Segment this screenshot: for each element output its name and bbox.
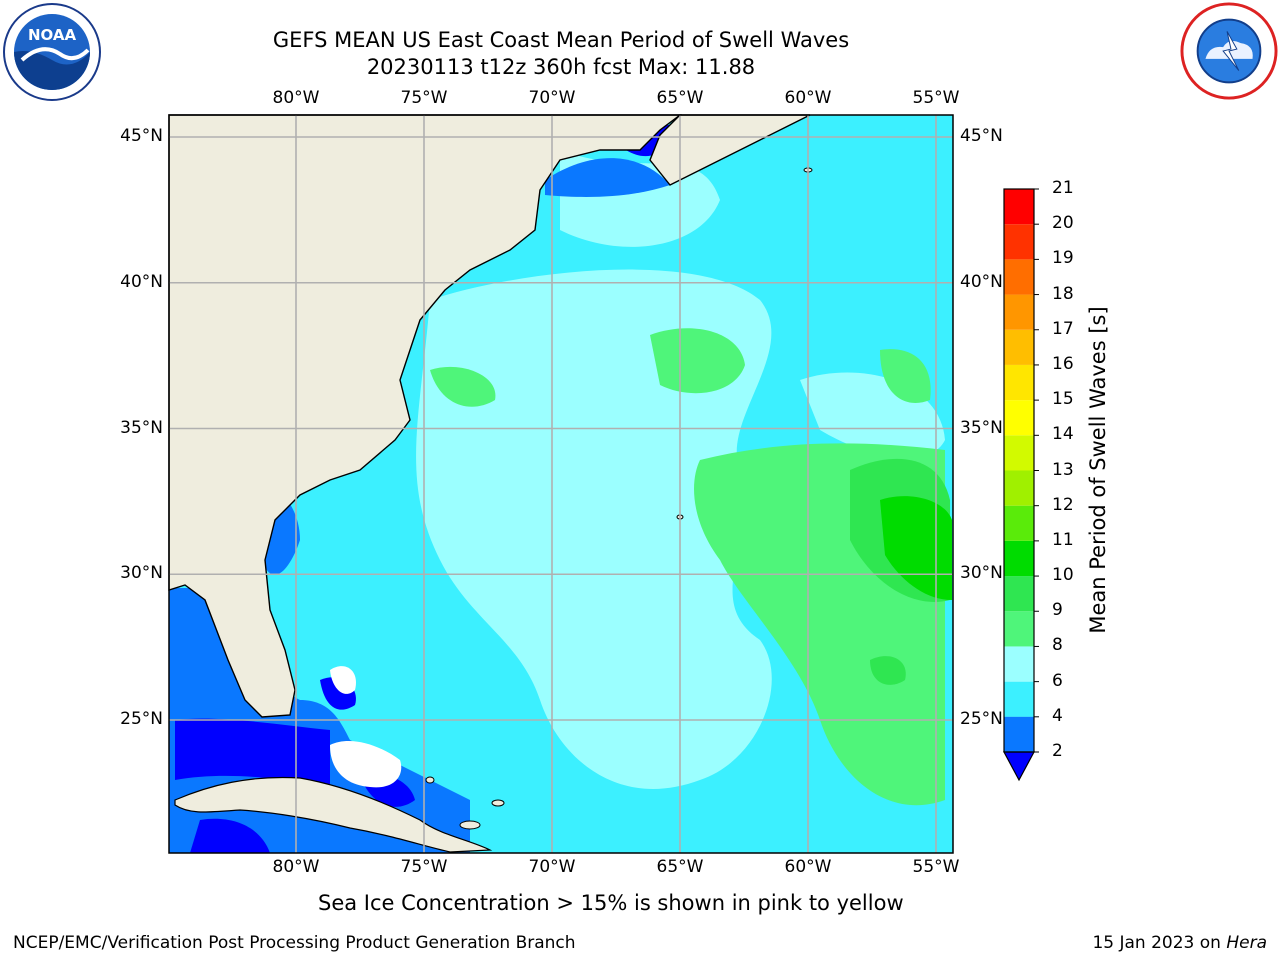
lat-tick-right-2: 35°N — [960, 417, 1003, 438]
lat-tick-left-0: 45°N — [120, 126, 163, 146]
no-data-area — [330, 740, 402, 788]
colorbar-swatch-3 — [1004, 611, 1034, 647]
colorbar-swatch-12 — [1004, 294, 1034, 330]
lon-tick-bottom-2: 70°W — [528, 857, 576, 877]
colorbar-tick-12: 17 — [1052, 318, 1074, 339]
lat-tick-left-2: 35°N — [120, 417, 163, 438]
colorbar-swatch-6 — [1004, 505, 1034, 541]
colorbar-tick-10: 15 — [1052, 389, 1074, 410]
lon-tick-top-1: 75°W — [400, 88, 448, 108]
colorbar-label: Mean Period of Swell Waves [s] — [1086, 306, 1110, 634]
colorbar-swatch-4 — [1004, 576, 1034, 612]
swell-region-9 — [870, 656, 906, 685]
lat-tick-right-3: 30°N — [960, 563, 1003, 584]
colorbar-tick-15: 20 — [1052, 213, 1074, 234]
colorbar-swatch-5 — [1004, 540, 1034, 577]
swell-region-10 — [545, 158, 670, 197]
colorbar-swatch-2 — [1004, 646, 1034, 682]
lon-tick-bottom-4: 60°W — [784, 857, 832, 877]
lat-tick-right-4: 25°N — [960, 709, 1003, 729]
colorbar-tick-7: 12 — [1052, 494, 1074, 515]
colorbar-swatch-7 — [1004, 470, 1034, 506]
lon-tick-bottom-0: 80°W — [272, 857, 320, 877]
cuba-land — [174, 776, 493, 853]
colorbar-tick-8: 13 — [1052, 459, 1074, 480]
colorbar-swatch-13 — [1004, 259, 1034, 295]
island-1 — [491, 799, 505, 807]
nws-logo — [1180, 2, 1278, 100]
colorbar-tick-3: 8 — [1052, 635, 1063, 656]
lat-tick-left-3: 30°N — [120, 563, 163, 584]
credit-text: NCEP/EMC/Verification Post Processing Pr… — [13, 933, 576, 953]
colorbar-swatch-8 — [1004, 435, 1034, 471]
lon-tick-top-2: 70°W — [528, 88, 576, 108]
map-subtitle: 20230113 t12z 360h fcst Max: 11.88 — [366, 55, 756, 79]
swell-region-6 — [880, 349, 931, 403]
map-title: GEFS MEAN US East Coast Mean Period of S… — [272, 28, 850, 52]
lon-tick-bottom-1: 75°W — [400, 857, 448, 877]
lon-tick-top-5: 55°W — [912, 88, 960, 108]
island-0 — [459, 820, 481, 830]
date-stamp: 15 Jan 2023 on Hera — [1092, 933, 1267, 953]
colorbar-swatch-11 — [1004, 329, 1034, 365]
swell-region-14 — [175, 718, 330, 790]
colorbar-tick-2: 6 — [1052, 670, 1063, 691]
colorbar-swatch-10 — [1004, 364, 1034, 401]
colorbar-swatch-9 — [1004, 400, 1034, 436]
noaa-text: NOAA — [28, 26, 77, 44]
lon-tick-bottom-5: 55°W — [912, 857, 960, 877]
colorbar-tick-0: 2 — [1052, 741, 1063, 761]
lon-tick-top-0: 80°W — [272, 88, 320, 108]
colorbar-tick-1: 4 — [1052, 705, 1063, 726]
lon-tick-top-4: 60°W — [784, 88, 832, 108]
lon-tick-top-3: 65°W — [656, 88, 704, 108]
colorbar-swatch-15 — [1004, 189, 1034, 225]
colorbar-tick-5: 10 — [1052, 565, 1074, 586]
colorbar-tick-4: 9 — [1052, 600, 1063, 621]
colorbar-tick-6: 11 — [1052, 529, 1074, 550]
swell-region-5 — [430, 366, 496, 407]
machine-name: Hera — [1226, 933, 1267, 953]
map-frame — [168, 114, 954, 854]
lat-tick-right-0: 45°N — [960, 126, 1003, 146]
date-prefix: 15 Jan 2023 on — [1092, 933, 1227, 953]
lat-tick-left-4: 25°N — [120, 709, 163, 729]
lat-tick-left-1: 40°N — [120, 271, 163, 292]
colorbar-swatch-base — [1004, 716, 1034, 752]
colorbar-extend-arrow — [1002, 751, 1036, 782]
colorbar-tick-11: 16 — [1052, 353, 1074, 374]
swell-region-17 — [190, 818, 270, 853]
colorbar-tick-13: 18 — [1052, 283, 1074, 304]
canada-land — [649, 114, 811, 186]
colorbar-tick-9: 14 — [1052, 424, 1074, 445]
colorbar-tick-14: 19 — [1052, 248, 1074, 269]
colorbar-swatch-1 — [1004, 681, 1034, 717]
noaa-logo: NOAA — [3, 3, 101, 101]
island-2 — [425, 776, 435, 784]
sea-ice-note: Sea Ice Concentration > 15% is shown in … — [318, 891, 904, 915]
swell-region-4 — [650, 328, 745, 394]
swell-region-0 — [416, 269, 772, 789]
no-data-area-2 — [330, 666, 356, 694]
lat-tick-right-1: 40°N — [960, 271, 1003, 292]
lon-tick-bottom-3: 65°W — [656, 857, 704, 877]
colorbar-tick-16: 21 — [1052, 178, 1074, 198]
colorbar-swatch-14 — [1004, 224, 1034, 260]
